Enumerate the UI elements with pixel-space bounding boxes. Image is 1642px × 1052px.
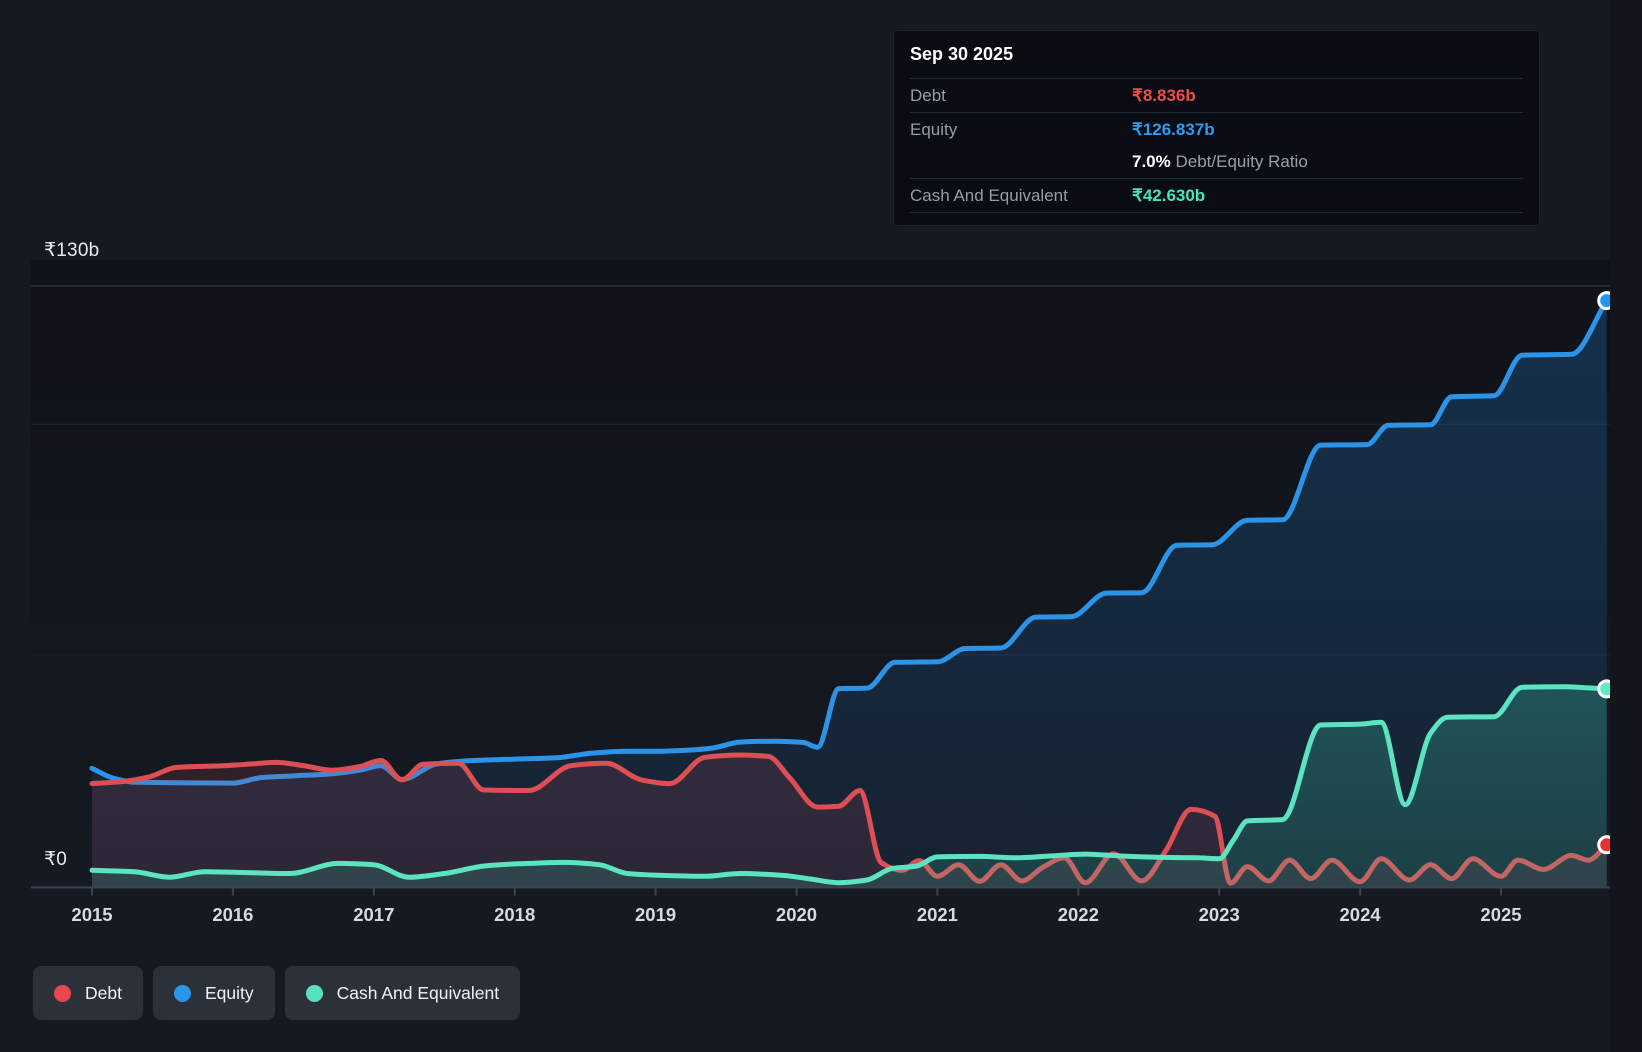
plot-right-band bbox=[1610, 0, 1642, 1052]
x-tick-label-2021: 2021 bbox=[917, 904, 958, 925]
debt-legend-dot-icon bbox=[54, 984, 71, 1002]
tooltip-ratio-label: Debt/Equity Ratio bbox=[1175, 152, 1308, 171]
x-tick-label-2016: 2016 bbox=[212, 904, 253, 925]
x-tick-label-2020: 2020 bbox=[776, 904, 817, 925]
cash-and-equivalent-line bbox=[89, 684, 1610, 886]
equity-legend-dot-icon bbox=[173, 984, 191, 1002]
y-axis-max-label: ₹130b bbox=[44, 240, 100, 261]
tooltip-equity-value: ₹126.837b bbox=[1132, 119, 1215, 139]
tooltip-row-ratio: 7.0% Debt/Equity Ratio bbox=[910, 146, 1523, 178]
x-tick-label-2023: 2023 bbox=[1199, 904, 1240, 925]
equity-area bbox=[92, 300, 1607, 888]
tooltip-ratio-value: 7.0% bbox=[1132, 152, 1171, 171]
x-tick-label-2019: 2019 bbox=[635, 904, 676, 925]
legend-label: Equity bbox=[204, 982, 254, 1003]
equity-end-marker[interactable] bbox=[1597, 291, 1615, 311]
legend-item-cash[interactable]: Cash And Equivalent bbox=[284, 966, 521, 1020]
tooltip-debt-value: ₹8.836b bbox=[1132, 85, 1196, 105]
legend-label: Cash And Equivalent bbox=[336, 982, 500, 1003]
cash-and-equivalent-end-marker[interactable] bbox=[1597, 679, 1615, 699]
legend-item-debt[interactable]: Debt bbox=[33, 966, 143, 1020]
x-tick-label-2017: 2017 bbox=[353, 904, 394, 925]
x-tick-label-2015: 2015 bbox=[71, 904, 112, 925]
debt-end-marker[interactable] bbox=[1597, 835, 1615, 855]
legend-item-equity[interactable]: Equity bbox=[152, 966, 275, 1020]
tooltip-row-cash: Cash And Equivalent ₹42.630b bbox=[910, 178, 1523, 213]
y-axis-zero-label: ₹0 bbox=[44, 849, 68, 870]
legend: Debt Equity Cash And Equivalent bbox=[33, 966, 521, 1020]
tooltip-row-debt: Debt ₹8.836b bbox=[910, 78, 1523, 112]
tooltip-cash-value: ₹42.630b bbox=[1132, 185, 1206, 205]
x-tick-label-2022: 2022 bbox=[1058, 904, 1099, 925]
x-tick-label-2025: 2025 bbox=[1480, 904, 1521, 925]
debt-area bbox=[92, 755, 1607, 888]
tooltip-date: Sep 30 2025 bbox=[910, 44, 1014, 64]
tooltip-equity-label: Equity bbox=[910, 119, 958, 139]
cash-legend-dot-icon bbox=[305, 984, 323, 1002]
cash-and-equivalent-area bbox=[92, 686, 1607, 888]
cash-and-equivalent-series bbox=[89, 684, 1610, 888]
tooltip: Sep 30 2025 Debt ₹8.836b Equity ₹126.837… bbox=[893, 30, 1540, 226]
tooltip-row-equity: Equity ₹126.837b bbox=[910, 112, 1523, 146]
legend-label: Debt bbox=[85, 982, 122, 1003]
tooltip-cash-label: Cash And Equivalent bbox=[910, 185, 1068, 205]
tooltip-debt-label: Debt bbox=[910, 85, 946, 105]
x-tick-label-2018: 2018 bbox=[494, 904, 535, 925]
x-tick-label-2024: 2024 bbox=[1340, 904, 1382, 925]
